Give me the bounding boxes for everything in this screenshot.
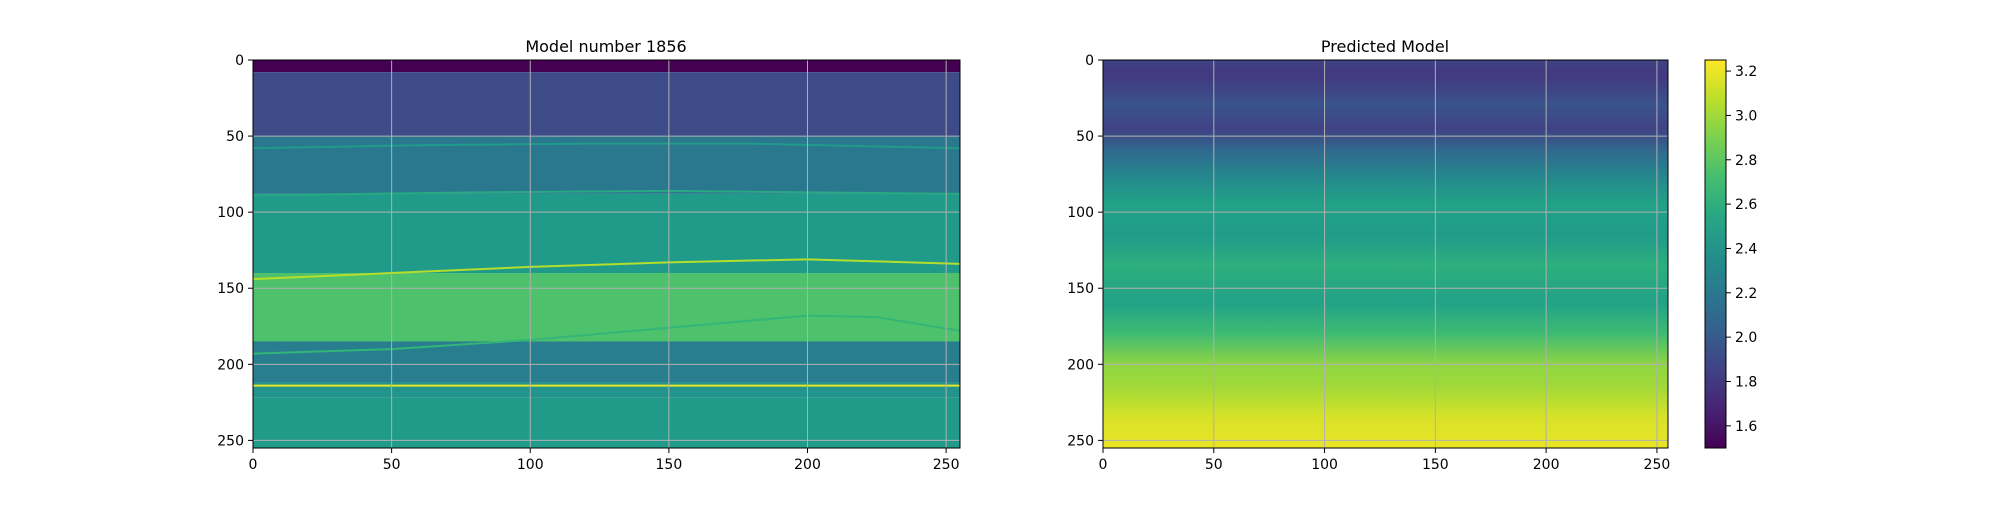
- chart-model: Model number 1856 0 50 100 150 200 250 0 50 100…: [217, 37, 961, 473]
- x-axis: 0 50 100 150 200 250: [249, 448, 960, 473]
- y-tick-label: 200: [217, 357, 244, 373]
- layer: [253, 397, 960, 448]
- x-tick-label: 250: [933, 457, 960, 473]
- colorbar-tick-label: 2.2: [1735, 286, 1757, 302]
- plot-area: [253, 60, 960, 448]
- x-tick-label: 200: [794, 457, 821, 473]
- colorbar-tick-label: 1.6: [1735, 419, 1757, 435]
- x-tick-label: 0: [249, 457, 258, 473]
- colorbar-tick-label: 2.0: [1735, 330, 1757, 346]
- y-axis: 0 50 100 150 200 250: [1067, 53, 1103, 449]
- y-tick-label: 100: [217, 205, 244, 221]
- axes-frame: [1102, 59, 1669, 449]
- x-tick-label: 150: [1422, 457, 1449, 473]
- x-tick-label: 100: [1311, 457, 1338, 473]
- chart-predicted: Predicted Model 0 50 100 150 200 250 0 50 100 15…: [1067, 37, 1670, 473]
- colorbar-tick-label: 2.6: [1735, 197, 1757, 213]
- interface-line: [253, 189, 960, 197]
- plot-area: [1103, 60, 1668, 448]
- x-tick-label: 200: [1533, 457, 1560, 473]
- chart-title: Model number 1856: [525, 37, 686, 56]
- layer: [253, 136, 960, 194]
- x-tick-label: 250: [1644, 457, 1671, 473]
- layer: [253, 341, 960, 383]
- predicted-field: [1103, 60, 1668, 448]
- colorbar-tick-label: 2.4: [1735, 241, 1757, 257]
- chart-title: Predicted Model: [1321, 37, 1449, 56]
- y-tick-label: 50: [226, 129, 244, 145]
- y-axis: 0 50 100 150 200 250: [217, 53, 253, 449]
- x-axis: 0 50 100 150 200 250: [1099, 448, 1671, 473]
- y-tick-label: 100: [1067, 205, 1094, 221]
- y-tick-label: 0: [1085, 53, 1094, 69]
- axes-frame: [252, 59, 961, 449]
- y-tick-label: 150: [1067, 281, 1094, 297]
- colorbar-tick-label: 3.0: [1735, 108, 1757, 124]
- layer: [253, 60, 960, 73]
- layer: [253, 273, 960, 342]
- x-tick-label: 100: [517, 457, 544, 473]
- colorbar-tick-label: 3.2: [1735, 64, 1757, 80]
- colorbar-tick-label: 1.8: [1735, 374, 1757, 390]
- colorbar-ticks: 1.6 1.8 2.0 2.2 2.4 2.6 2.8 3.0 3.2: [1726, 64, 1757, 435]
- y-tick-label: 150: [217, 281, 244, 297]
- y-tick-label: 50: [1076, 129, 1094, 145]
- x-tick-label: 50: [383, 457, 401, 473]
- interface-line: [253, 258, 960, 281]
- y-tick-label: 200: [1067, 357, 1094, 373]
- y-tick-label: 0: [235, 53, 244, 69]
- layer: [253, 72, 960, 137]
- x-tick-label: 0: [1099, 457, 1108, 473]
- y-tick-label: 250: [1067, 433, 1094, 449]
- x-tick-label: 50: [1205, 457, 1223, 473]
- interface-line: [253, 142, 960, 150]
- colorbar-tick-label: 2.8: [1735, 153, 1757, 169]
- y-tick-label: 250: [217, 433, 244, 449]
- colorbar-gradient: [1704, 59, 1727, 449]
- colorbar: 1.6 1.8 2.0 2.2 2.4 2.6 2.8 3.0 3.2: [1704, 59, 1757, 449]
- x-tick-label: 150: [656, 457, 683, 473]
